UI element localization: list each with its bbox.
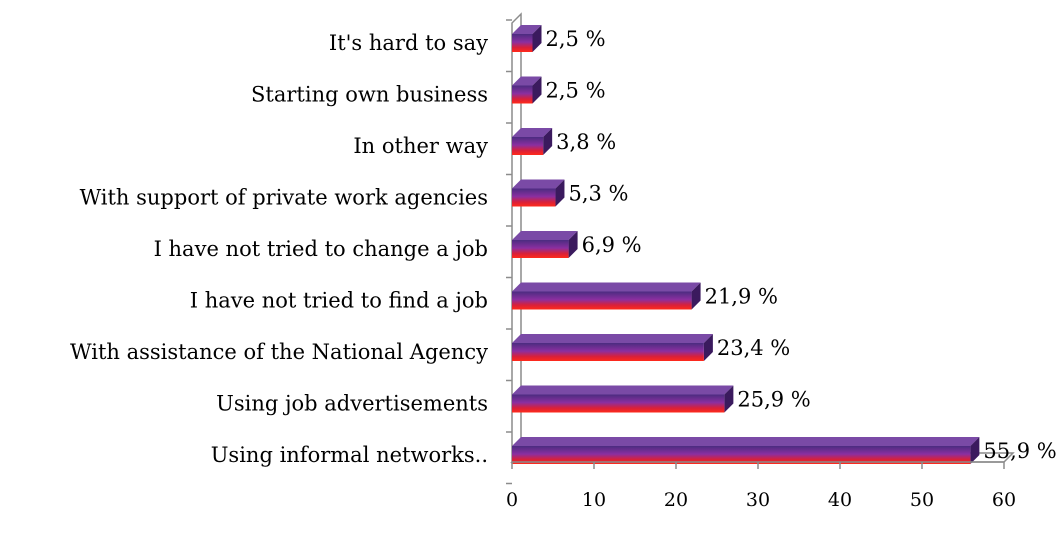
category-labels: Using informal networks.. Using job adver… bbox=[70, 31, 488, 467]
bar bbox=[512, 128, 553, 155]
value-label: 6,9 % bbox=[582, 233, 642, 257]
value-label: 5,3 % bbox=[568, 182, 628, 206]
bar-side-face bbox=[703, 334, 713, 361]
value-label: 25,9 % bbox=[737, 388, 810, 412]
bar-side-face bbox=[724, 385, 734, 413]
x-tick-label: 0 bbox=[506, 489, 518, 511]
category-label: With support of private work agencies bbox=[80, 186, 488, 210]
bar bbox=[512, 25, 542, 52]
category-label: In other way bbox=[353, 134, 488, 158]
bar-front-face bbox=[512, 240, 569, 258]
bar-top-face bbox=[512, 334, 713, 343]
bar-top-face bbox=[512, 179, 565, 189]
bar-side-face bbox=[691, 282, 701, 310]
bar-top-face bbox=[512, 437, 980, 446]
bar-front-face bbox=[512, 343, 704, 361]
bar-front-face bbox=[512, 188, 556, 207]
bar bbox=[512, 231, 578, 258]
bar-front-face bbox=[512, 34, 533, 52]
category-label: With assistance of the National Agency bbox=[70, 340, 488, 364]
bar-side-face bbox=[555, 179, 565, 207]
value-label: 2,5 % bbox=[546, 79, 606, 103]
bar-front-face bbox=[512, 137, 544, 155]
bar-top-face bbox=[512, 25, 542, 34]
bar-top-face bbox=[512, 282, 701, 292]
bar-front-face bbox=[512, 85, 533, 104]
bar-top-face bbox=[512, 385, 734, 395]
bar-side-face bbox=[532, 25, 542, 52]
x-tick-label: 10 bbox=[582, 489, 606, 511]
bar bbox=[512, 334, 713, 361]
x-tick-label: 20 bbox=[664, 489, 688, 511]
value-label: 23,4 % bbox=[717, 336, 790, 360]
x-tick-label: 40 bbox=[828, 489, 852, 511]
x-tick-label: 50 bbox=[910, 489, 934, 511]
category-label: Using job advertisements bbox=[216, 392, 488, 416]
x-tick-label: 60 bbox=[992, 489, 1016, 511]
bar bbox=[512, 437, 980, 464]
value-label: 21,9 % bbox=[705, 285, 778, 309]
bar-top-face bbox=[512, 231, 578, 240]
bar-side-face bbox=[543, 128, 553, 155]
value-labels: 55,9 % 25,9 % 23,4 % 21,9 % 6,9 % 5,3 % 3,8 % 2… bbox=[546, 27, 1057, 463]
value-label: 55,9 % bbox=[983, 439, 1056, 463]
category-label: I have not tried to change a job bbox=[154, 237, 488, 261]
value-label: 2,5 % bbox=[546, 27, 606, 51]
bar bbox=[512, 282, 701, 310]
x-axis: 0 10 20 30 40 50 60 bbox=[506, 461, 1016, 511]
bar-front-face bbox=[512, 446, 971, 464]
x-tick-label: 30 bbox=[746, 489, 770, 511]
bar bbox=[512, 76, 542, 104]
category-label: It's hard to say bbox=[329, 31, 488, 55]
bar-front-face bbox=[512, 291, 692, 310]
bar-side-face bbox=[970, 437, 980, 464]
category-label: Using informal networks.. bbox=[211, 443, 488, 467]
value-label: 3,8 % bbox=[556, 130, 616, 154]
bar-front-face bbox=[512, 394, 725, 413]
bar bbox=[512, 385, 734, 413]
bars-layer bbox=[512, 25, 980, 464]
category-label: I have not tried to find a job bbox=[190, 289, 488, 313]
bar bbox=[512, 179, 565, 207]
category-label: Starting own business bbox=[251, 83, 488, 107]
bar-top-face bbox=[512, 128, 553, 137]
bar-side-face bbox=[568, 231, 578, 258]
bar-top-face bbox=[512, 76, 542, 86]
bar-side-face bbox=[532, 76, 542, 104]
